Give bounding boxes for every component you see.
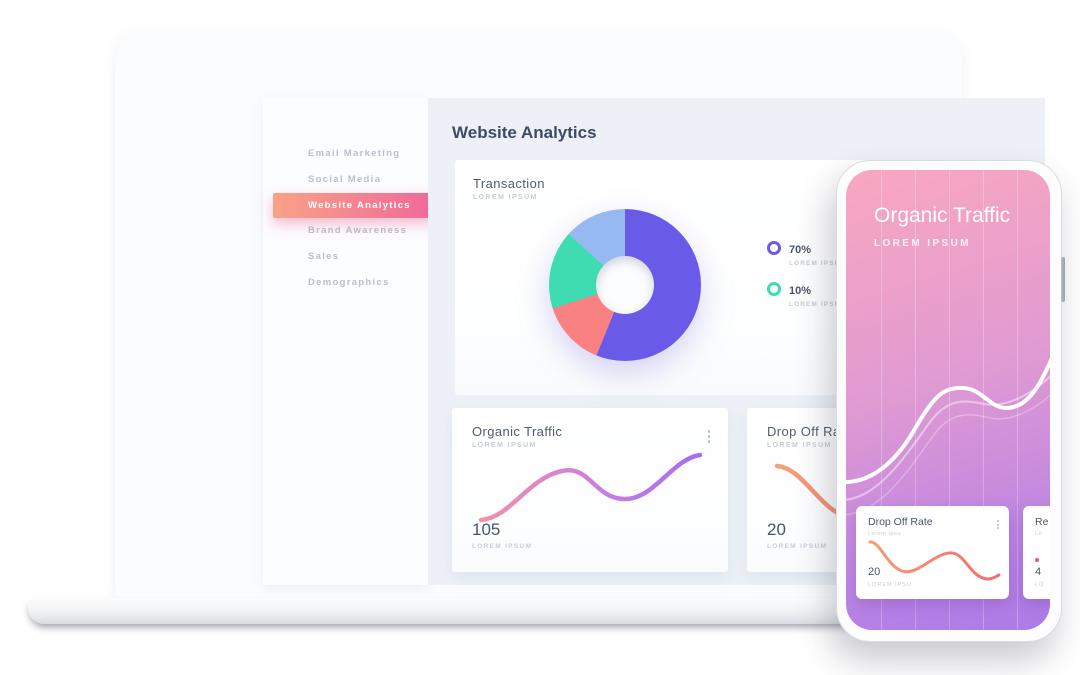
donut-chart-hole xyxy=(596,256,654,314)
phone-side-button xyxy=(1061,257,1065,302)
gridline xyxy=(915,170,916,630)
organic-traffic-line-chart xyxy=(478,452,703,523)
phone-page-title: Organic Traffic xyxy=(874,204,1011,227)
phone-page-subtitle: LOREM IPSUM xyxy=(874,238,971,249)
phone-droprate-value: 20 xyxy=(868,566,881,578)
legend-item: 70% LOREM IPSUM xyxy=(767,240,881,267)
legend-value: 10% xyxy=(789,285,812,297)
phone-droprate-card[interactable]: Drop Off Rate Lorem ipsu 20 LOREM IPSU xyxy=(856,506,1009,599)
droprate-card-header: Drop Off Rate LOREM IPSUM xyxy=(767,424,852,449)
donut-chart xyxy=(549,209,701,361)
legend-label: LOREM IPSUM xyxy=(789,260,847,267)
phone-droprate-line-chart xyxy=(868,540,1001,581)
phone-droprate-title: Drop Off Rate xyxy=(868,516,933,528)
droprate-card-value-label: LOREM IPSUM xyxy=(767,543,828,550)
gridline xyxy=(1017,170,1018,630)
phone-partial-value: 4 xyxy=(1035,566,1042,578)
organic-card-title: Organic Traffic xyxy=(472,424,563,439)
legend-ring-icon xyxy=(767,282,781,296)
organic-card-subtitle: LOREM IPSUM xyxy=(472,442,537,449)
phone-droprate-subtitle: Lorem ipsu xyxy=(868,531,902,537)
gridline xyxy=(949,170,950,630)
sidebar: Email Marketing Social Media Website Ana… xyxy=(263,98,435,585)
legend-value: 70% xyxy=(789,244,812,256)
legend-item: 10% LOREM IPSUM xyxy=(767,281,881,308)
sidebar-item-social-media[interactable]: Social Media xyxy=(308,174,382,185)
droprate-card-subtitle: LOREM IPSUM xyxy=(767,442,832,449)
laptop-screen-frame: Email Marketing Social Media Website Ana… xyxy=(115,30,1045,600)
organic-card-value-label: LOREM IPSUM xyxy=(472,543,533,550)
phone-droprate-value-label: LOREM IPSU xyxy=(868,582,912,588)
droprate-card-kpi: 20 LOREM IPSUM xyxy=(767,520,827,550)
legend-label: LOREM IPSUM xyxy=(789,301,847,308)
organic-traffic-card: Organic Traffic LOREM IPSUM 105 LOREM IP… xyxy=(452,408,728,572)
sidebar-item-brand-awareness[interactable]: Brand Awareness xyxy=(308,225,408,236)
transaction-card-header: Transaction LOREM IPSUM xyxy=(473,176,545,201)
sidebar-item-email-marketing[interactable]: Email Marketing xyxy=(308,148,401,159)
gridline xyxy=(881,170,882,630)
gridline xyxy=(983,170,984,630)
organic-card-header: Organic Traffic LOREM IPSUM xyxy=(472,424,562,449)
sidebar-item-website-analytics[interactable]: Website Analytics xyxy=(273,193,435,218)
legend-ring-icon xyxy=(767,241,781,255)
sidebar-item-sales[interactable]: Sales xyxy=(308,251,340,262)
transaction-card-title: Transaction xyxy=(473,176,545,191)
transaction-card-subtitle: LOREM IPSUM xyxy=(473,194,538,201)
droprate-card-value: 20 xyxy=(767,520,786,539)
phone-frame: Organic Traffic LOREM IPSUM Drop Off Rat… xyxy=(836,160,1065,642)
sidebar-item-demographics[interactable]: Demographics xyxy=(308,277,390,288)
phone-partial-title: Re xyxy=(1035,516,1049,528)
phone-screen: Organic Traffic LOREM IPSUM Drop Off Rat… xyxy=(846,170,1050,630)
data-point-dot xyxy=(1035,558,1039,562)
kebab-menu-icon[interactable] xyxy=(706,428,713,445)
kebab-menu-icon[interactable] xyxy=(995,518,1001,531)
phone-partial-value-label: LO xyxy=(1035,582,1045,588)
phone-wave-chart xyxy=(846,357,1050,516)
phone-partial-card[interactable]: Re Lo 4 LO xyxy=(1023,506,1050,599)
droprate-card-title: Drop Off Rate xyxy=(767,424,853,439)
organic-card-value: 105 xyxy=(472,520,501,539)
phone-partial-subtitle: Lo xyxy=(1035,531,1043,537)
page-title: Website Analytics xyxy=(452,123,597,142)
sidebar-nav: Email Marketing Social Media Website Ana… xyxy=(263,141,435,296)
organic-card-kpi: 105 LOREM IPSUM xyxy=(472,520,532,550)
